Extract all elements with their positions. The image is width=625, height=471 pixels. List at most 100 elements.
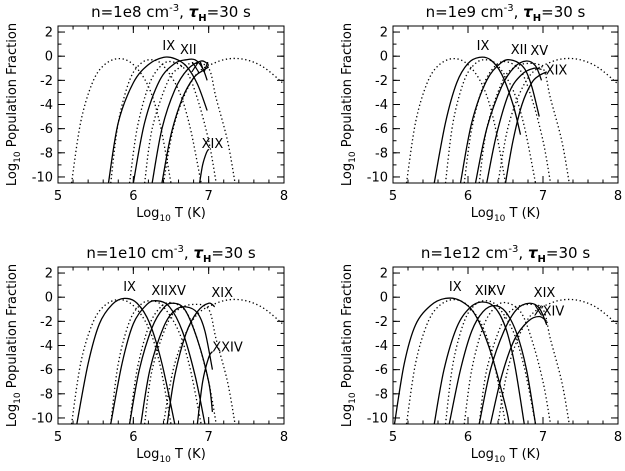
x-tick-label: 6 [464,430,472,445]
ion-label-ix: IX [162,39,175,54]
chart-panel-1: 5 6 7 8 2 0 -2 -4 -6 -8 -10 n=1e8 cm-3, τH=30 s Log1… [5,3,288,224]
x-tick-label: 6 [129,430,137,445]
chart-panel-2: 5 6 7 8 2 0 -2 -4 -6 -8 -10 n=1e9 cm-3, τH=30 s Log1… [340,3,622,224]
ion-label-xv: XV [168,284,186,299]
solid-series-line-8 [448,304,537,424]
y-tick-label: -8 [40,146,53,161]
x-tick-label: 5 [389,189,397,204]
y-tick-label: -4 [40,339,53,354]
y-tick-label: -2 [375,74,388,89]
y-axis-label: Log10 Population Fraction [340,23,358,186]
solid-series-line-8 [128,302,214,424]
solid-series-line-10 [198,148,210,183]
solid-series-line-9 [161,66,210,183]
ion-label-xii: XII [475,284,492,299]
chart-title: n=1e8 cm-3, τH=30 s [91,3,251,24]
x-tick-label: 5 [389,430,397,445]
chart-panel-4: 5 6 7 8 2 0 -2 -4 -6 -8 -10 n=1e12 cm-3, τH=30 s Log… [340,244,622,465]
series-group [393,297,618,424]
y-tick-label: -6 [375,122,388,137]
ion-label-xii: XII [180,43,197,58]
dotted-series-line-1 [70,298,172,424]
dotted-series-line-4 [478,62,570,183]
x-axis-label: Log10 T (K) [471,206,541,224]
plot-frame [392,266,619,425]
dotted-series-line-3 [128,301,217,424]
dotted-series-line-1 [405,298,507,424]
solid-series-line-6 [433,56,522,183]
dotted-series-line-2 [444,59,537,183]
y-tick-label: 0 [380,291,388,306]
y-tick-label: 2 [45,26,53,41]
y-axis-label: Log10 Population Fraction [340,264,358,427]
y-tick-label: -10 [32,411,53,426]
solid-series-line-7 [433,301,525,424]
solid-series-line-7 [110,300,206,424]
ion-label-xv: XV [530,44,548,59]
y-axis-label: Log10 Population Fraction [5,23,23,186]
x-tick-label: 5 [54,189,62,204]
y-tick-label: -6 [40,122,53,137]
y-tick-label: -2 [375,315,388,330]
y-tick-label: -4 [375,98,388,113]
solid-series-line-10 [166,302,216,424]
x-tick-label: 8 [614,430,622,445]
ion-label-xv: XV [488,284,506,299]
solid-series-line-10 [504,71,548,183]
x-tick-label: 7 [539,430,547,445]
ion-label-xii: XII [511,43,528,58]
y-axis-label: Log10 Population Fraction [5,264,23,427]
dotted-series-line-4 [143,303,236,424]
y-tick-label: 2 [380,26,388,41]
x-axis-label: Log10 T (K) [136,206,206,224]
y-tick-label: -2 [40,74,53,89]
y-tick-label: -8 [375,146,388,161]
y-tick-label: -10 [367,170,388,185]
y-tick-label: -10 [32,170,53,185]
y-tick-label: 2 [45,267,53,282]
solid-series-line-9 [478,302,548,424]
x-tick-label: 7 [205,189,213,204]
ion-label-ix: IX [477,39,490,54]
x-tick-label: 6 [464,189,472,204]
chart-title: n=1e12 cm-3, τH=30 s [421,244,590,265]
solid-series-line-11 [196,351,213,424]
dotted-series-line-1 [405,57,507,183]
x-axis-label: Log10 T (K) [136,447,206,465]
solid-series-line-9 [140,306,214,424]
y-tick-label: -2 [40,315,53,330]
y-tick-label: -6 [375,363,388,378]
ion-label-xix: XIX [546,63,568,78]
y-tick-label: -4 [375,339,388,354]
y-tick-label: -8 [40,387,53,402]
ion-label-xix: XIX [211,286,233,301]
solid-series-line-6 [76,297,176,424]
series-group [70,56,284,183]
ion-label-ix: IX [449,280,462,295]
x-tick-label: 8 [280,430,288,445]
y-tick-label: 0 [45,50,53,65]
dotted-series-line-4 [478,303,570,424]
y-tick-label: 2 [380,267,388,282]
y-tick-label: -8 [375,387,388,402]
ion-label-xv: XV [191,61,209,76]
chart-title: n=1e9 cm-3, τH=30 s [426,3,586,24]
solid-series-line-7 [132,58,208,183]
x-tick-label: 7 [205,430,213,445]
chart-title: n=1e10 cm-3, τH=30 s [86,244,255,265]
x-tick-label: 6 [129,189,137,204]
x-tick-label: 7 [539,189,547,204]
y-tick-label: 0 [380,50,388,65]
y-tick-label: -6 [40,363,53,378]
dotted-series-line-4 [143,62,236,183]
x-tick-label: 8 [614,189,622,204]
solid-series-line-8 [474,60,543,183]
x-tick-label: 5 [54,430,62,445]
dotted-series-line-1 [70,57,172,183]
y-tick-label: 0 [45,291,53,306]
ion-label-xii: XII [151,284,168,299]
solid-series-line-6 [393,297,510,424]
solid-series-line-10 [489,315,548,424]
ion-label-xxiv: XXIV [212,341,243,356]
